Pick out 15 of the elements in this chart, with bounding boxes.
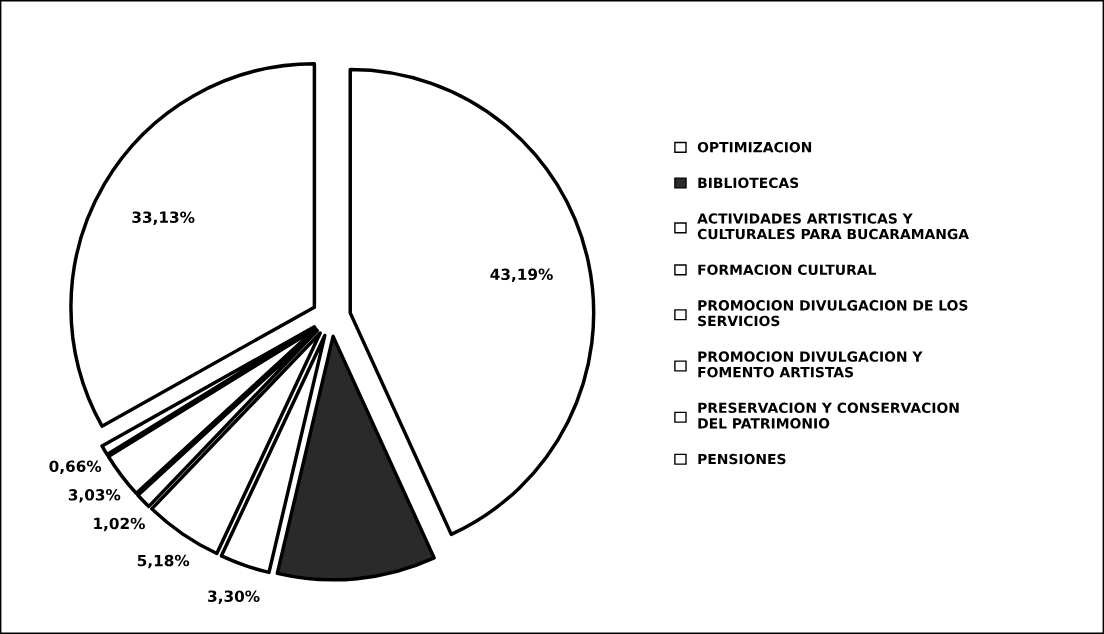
legend-label: OPTIMIZACION	[697, 141, 812, 153]
data-label: 0,66%	[49, 460, 102, 474]
legend-label: PROMOCION DIVULGACION DE LOS SERVICIOS	[698, 300, 968, 327]
legend-label: PROMOCION DIVULGACION Y FOMENTO ARTISTAS	[698, 351, 923, 378]
legend-label: BIBLIOTECAS	[698, 177, 799, 189]
data-label: 1,02%	[94, 517, 145, 532]
data-label: 3,03%	[68, 489, 121, 503]
legend-label: FORMACION CULTURAL	[698, 264, 876, 275]
legend-label: PENSIONES	[698, 453, 786, 465]
data-label: 33,13%	[132, 211, 195, 225]
legend-label: ACTIVIDADES ARTISTICAS Y CULTURALES PARA BUCARAMANGA	[697, 213, 969, 240]
legend-label: PRESERVACION Y CONSERVACION DEL PATRIMONIO	[698, 402, 959, 429]
data-label: 5,18%	[137, 554, 190, 569]
data-label: 43,19%	[490, 268, 553, 283]
data-label: 3,30%	[208, 590, 260, 604]
